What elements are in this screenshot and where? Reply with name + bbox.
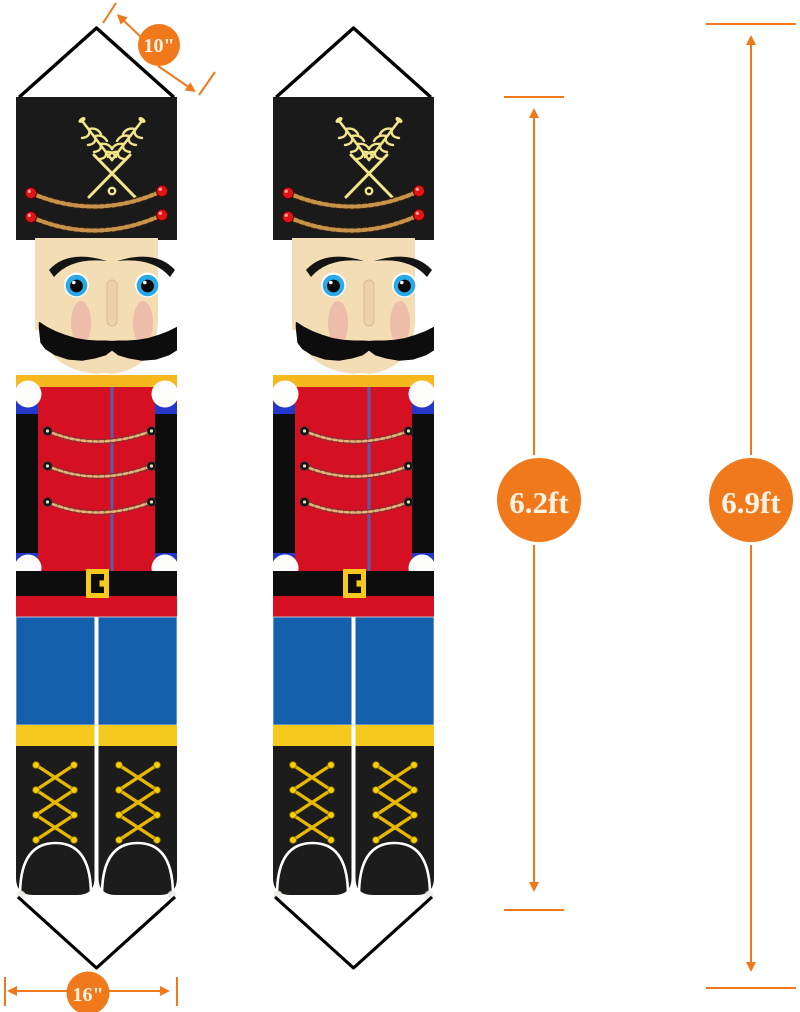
svg-text:10": 10": [143, 35, 174, 57]
svg-text:6.2ft: 6.2ft: [509, 485, 569, 520]
svg-text:6.9ft: 6.9ft: [721, 485, 781, 520]
svg-text:16": 16": [72, 984, 103, 1006]
